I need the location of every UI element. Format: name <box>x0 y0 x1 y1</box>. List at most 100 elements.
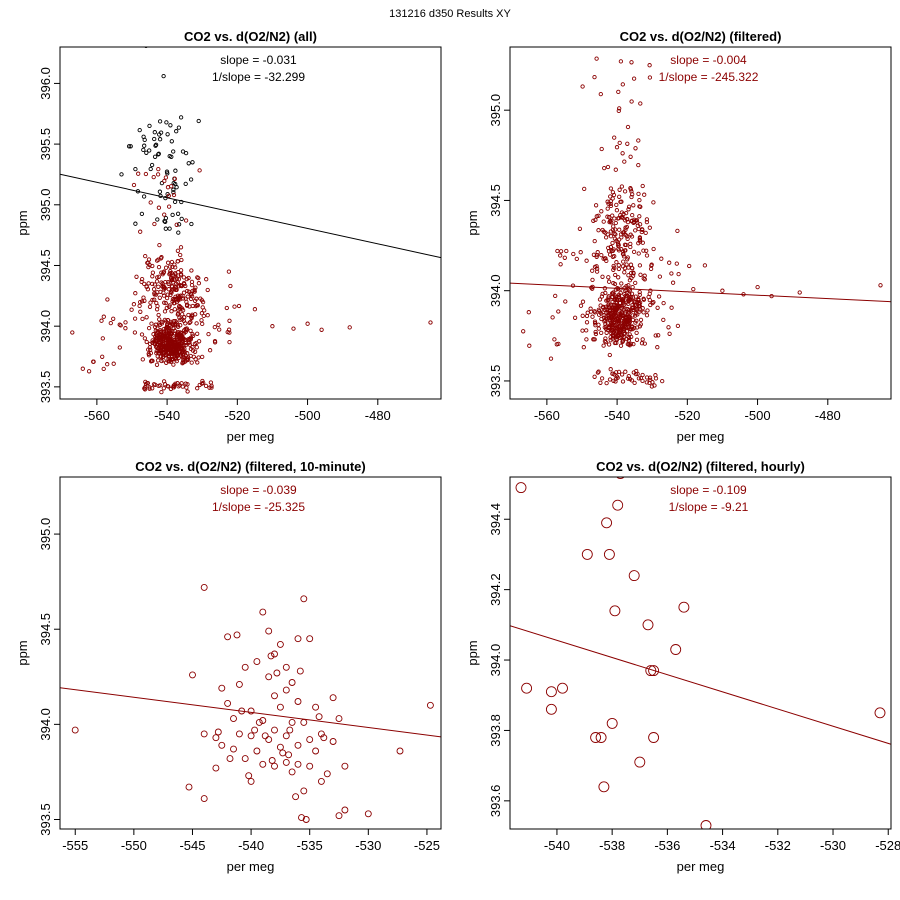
data-point <box>176 222 182 227</box>
data-point <box>169 309 174 314</box>
data-point <box>111 316 116 321</box>
data-point <box>622 266 628 271</box>
data-point <box>157 295 162 300</box>
data-point <box>161 329 167 334</box>
data-point <box>571 251 576 257</box>
data-point <box>614 370 619 375</box>
data-point <box>691 286 696 292</box>
data-point <box>633 146 638 151</box>
data-point <box>162 212 167 217</box>
data-point <box>396 747 404 755</box>
data-point <box>628 270 634 276</box>
data-point <box>612 499 624 511</box>
data-point <box>176 284 181 289</box>
data-point <box>154 307 160 312</box>
data-point <box>552 337 557 342</box>
data-point <box>594 269 600 274</box>
data-point <box>152 154 158 159</box>
data-point <box>195 303 200 308</box>
data-point <box>159 280 164 285</box>
data-point <box>616 246 621 252</box>
data-point <box>105 362 110 367</box>
data-point <box>158 343 163 348</box>
data-point <box>637 289 642 295</box>
data-point <box>150 270 156 275</box>
data-point <box>200 795 208 803</box>
data-point <box>553 293 558 299</box>
data-point <box>591 218 596 223</box>
data-point <box>180 384 185 389</box>
data-point <box>265 627 273 635</box>
data-point <box>164 337 169 342</box>
data-point <box>570 283 576 288</box>
data-point <box>171 190 176 195</box>
data-point <box>556 341 561 347</box>
data-point <box>230 715 237 723</box>
chart-title: CO2 vs. d(O2/N2) (all) <box>184 29 317 44</box>
data-point <box>167 304 172 309</box>
data-point <box>172 176 177 181</box>
data-point <box>601 229 607 234</box>
data-point <box>648 288 653 293</box>
data-point <box>168 292 173 298</box>
data-point <box>617 327 623 332</box>
data-point <box>634 756 646 768</box>
data-point <box>203 383 209 389</box>
data-point <box>174 281 179 286</box>
data-point <box>160 284 165 289</box>
data-point <box>611 290 616 295</box>
data-point <box>621 254 627 259</box>
y-tick-label: 394.0 <box>488 274 503 307</box>
data-point <box>176 230 181 235</box>
data-point <box>623 232 629 238</box>
data-point <box>649 384 655 389</box>
x-tick-label: -540 <box>604 408 630 423</box>
data-point <box>171 336 177 341</box>
data-point <box>580 328 585 333</box>
data-point <box>619 281 624 286</box>
data-point <box>637 237 643 242</box>
data-point <box>628 570 640 582</box>
data-point <box>183 353 188 359</box>
data-point <box>241 755 249 763</box>
data-point <box>164 348 169 354</box>
data-point <box>131 302 137 307</box>
data-point <box>218 741 226 749</box>
data-point <box>166 349 171 354</box>
data-point <box>609 248 614 253</box>
data-point <box>152 341 157 346</box>
data-point <box>158 383 163 388</box>
data-point <box>157 137 163 142</box>
data-point <box>584 337 589 342</box>
data-point <box>100 354 105 359</box>
data-point <box>604 298 609 303</box>
data-point <box>165 132 170 137</box>
data-point <box>294 760 302 768</box>
data-point <box>166 354 171 359</box>
data-point <box>670 280 676 285</box>
data-point <box>175 312 180 317</box>
data-point <box>198 296 203 301</box>
data-point <box>603 256 608 261</box>
data-point <box>271 726 278 734</box>
data-point <box>196 118 201 124</box>
data-point <box>558 253 563 258</box>
data-point <box>175 381 180 386</box>
data-point <box>655 305 660 310</box>
data-point <box>666 325 671 330</box>
data-point <box>150 338 155 343</box>
data-point <box>608 234 614 239</box>
data-point <box>165 260 171 265</box>
data-point <box>147 148 152 153</box>
data-point <box>270 324 275 329</box>
series-all <box>119 47 201 235</box>
data-point <box>183 381 188 386</box>
slope-annotation: slope = -0.039 <box>220 483 297 497</box>
data-point <box>619 184 625 189</box>
data-point <box>139 211 145 217</box>
data-point <box>196 281 202 286</box>
data-point <box>638 239 643 244</box>
x-tick-label: -500 <box>295 408 321 423</box>
data-point <box>247 777 255 785</box>
data-point <box>146 325 152 331</box>
